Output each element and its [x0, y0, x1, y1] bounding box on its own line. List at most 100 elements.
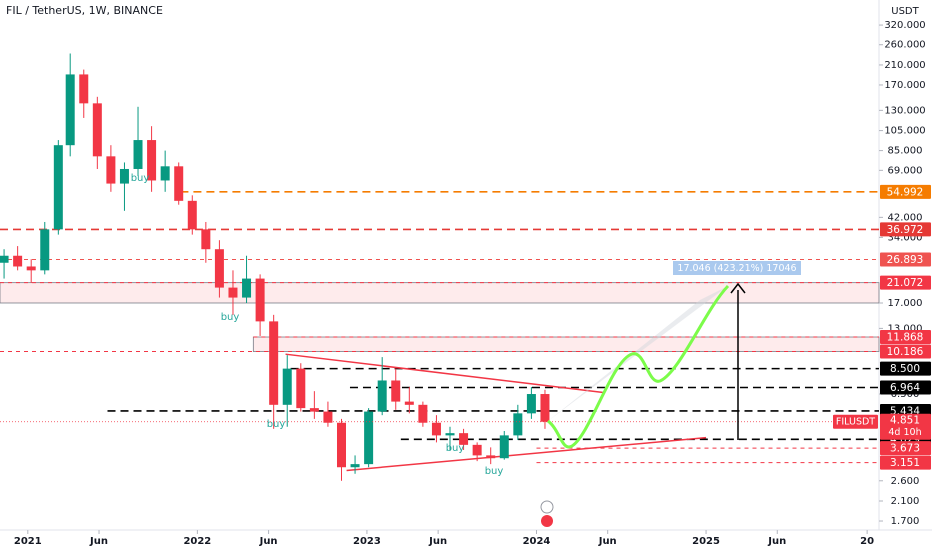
trendline — [285, 353, 605, 394]
y-tick-label: 17.000 — [888, 298, 923, 309]
candle-body — [174, 166, 184, 201]
price-tag-label: 6.964 — [890, 382, 920, 394]
candle-body — [133, 140, 143, 169]
candle-body — [282, 368, 292, 405]
candle-body — [323, 411, 333, 423]
price-tag-label: 11.868 — [887, 332, 924, 344]
price-tag-label: 54.992 — [887, 186, 924, 198]
price-tag-label: 26.893 — [887, 254, 924, 266]
candle-body — [418, 404, 428, 423]
candle-body — [214, 249, 224, 288]
trendline — [346, 436, 707, 472]
price-tag-label: 36.972 — [887, 224, 924, 236]
y-tick-label: 13.000 — [888, 323, 923, 334]
buy-annotation: buy — [131, 173, 150, 184]
candle-body — [65, 74, 75, 146]
zone — [0, 282, 880, 304]
candle-body — [201, 229, 211, 250]
event-flag-icon[interactable] — [541, 515, 553, 527]
projection-label-bg — [673, 261, 801, 275]
price-tag-label: 8.500 — [890, 363, 920, 375]
x-tick-label: 2023 — [353, 536, 381, 547]
candle-body — [255, 278, 265, 322]
candle-body — [486, 455, 496, 459]
candle-body — [499, 435, 509, 459]
x-tick-label: Jun — [598, 536, 617, 547]
candle-body — [147, 140, 157, 181]
candle-body — [431, 422, 441, 436]
x-tick-label: 20 — [860, 536, 874, 547]
price-tag — [880, 275, 931, 290]
countdown-label: 4d 10h — [888, 427, 921, 438]
price-tag — [880, 252, 931, 267]
projection-label: 17.046 (423.21%) 17046 — [677, 263, 796, 274]
y-tick-label: 69.000 — [888, 165, 923, 176]
y-tick-label: 320.000 — [884, 20, 925, 31]
buy-annotation: buy — [221, 312, 240, 323]
y-tick-label: 34.000 — [888, 232, 923, 243]
candle-body — [364, 411, 374, 465]
price-tag — [880, 441, 931, 456]
x-tick-label: Jun — [767, 536, 786, 547]
price-tag-label: 3.673 — [890, 443, 920, 455]
y-tick-label: 2.600 — [891, 476, 920, 487]
price-tag — [880, 184, 931, 199]
price-tag — [880, 361, 931, 376]
x-tick-label: Jun — [89, 536, 108, 547]
candle-body — [119, 168, 129, 184]
y-tick-label: 42.000 — [888, 212, 923, 223]
chart-title: FIL / TetherUS, 1W, BINANCE — [6, 4, 163, 17]
candle-body — [40, 229, 50, 271]
buy-annotation: buy — [267, 419, 286, 430]
candle-body — [350, 464, 360, 468]
candle-body — [336, 422, 346, 468]
candle-body — [228, 287, 238, 298]
candle-body — [242, 278, 252, 298]
projection-path — [546, 284, 730, 449]
x-tick-label: 2024 — [523, 536, 551, 547]
price-tag — [880, 455, 931, 470]
candle-body — [404, 401, 414, 405]
price-tag-label: 21.072 — [887, 277, 924, 289]
candle-body — [269, 321, 279, 405]
buy-annotation: buy — [485, 466, 504, 477]
price-tag — [880, 222, 931, 237]
y-tick-label: 105.000 — [884, 126, 925, 137]
price-tag — [880, 330, 931, 345]
buy-annotation: buy — [446, 443, 465, 454]
price-tag — [880, 380, 931, 395]
event-icon[interactable] — [540, 500, 554, 514]
candle-body — [309, 408, 319, 412]
price-tag — [880, 344, 931, 359]
candle-body — [160, 166, 170, 181]
y-tick-label: 130.000 — [884, 105, 925, 116]
candle-body — [445, 433, 455, 436]
candle-body — [377, 380, 387, 412]
symbol-tag — [833, 414, 878, 429]
y-tick-label: 6.500 — [891, 389, 920, 400]
candle-body — [26, 266, 36, 271]
x-tick-label: 2021 — [14, 536, 42, 547]
price-tag-label: 3.151 — [890, 457, 920, 469]
x-tick-label: Jun — [259, 536, 278, 547]
y-tick-label: 260.000 — [884, 40, 925, 51]
x-tick-label: 2025 — [692, 536, 720, 547]
candle-body — [513, 413, 523, 436]
candle-body — [92, 103, 102, 157]
last-price-tag — [880, 413, 931, 440]
y-tick-label: 85.000 — [888, 146, 923, 157]
last-price-label: 4.851 — [890, 415, 920, 427]
candle-body — [187, 200, 197, 230]
candle-body — [540, 394, 550, 422]
target-arrow-head — [730, 282, 746, 294]
candle-body — [13, 255, 23, 267]
y-tick-label: 170.000 — [884, 80, 925, 91]
x-tick-label: 2022 — [183, 536, 211, 547]
candle-body — [53, 145, 63, 230]
candle-body — [472, 444, 482, 456]
zone — [252, 336, 880, 352]
symbol-label: FILUSDT — [836, 417, 875, 428]
candle-body — [391, 380, 401, 402]
y-tick-label: 2.100 — [891, 496, 920, 507]
